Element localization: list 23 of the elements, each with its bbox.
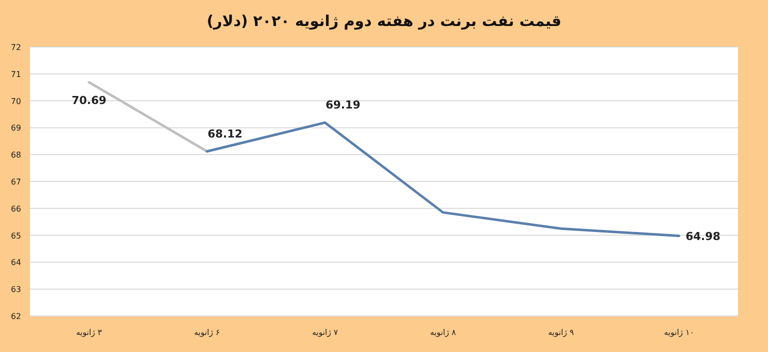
data-label: 69.19 [326,98,360,112]
line-series [206,121,680,238]
y-tick-label: 67 [10,178,22,186]
x-tick-label: ۳ ژانویه [76,328,103,337]
data-label: 64.98 [686,230,720,243]
y-tick-label: 62 [10,312,22,321]
x-tick-label: ۷ ژانویه [312,328,339,337]
data-label: 70.69 [72,94,106,108]
y-tick-label: 71 [10,70,22,79]
x-tick-label: ۱۰ ژانویه [664,328,694,337]
data-label: 68.12 [208,127,242,140]
x-tick-label: ۹ ژانویه [548,328,574,337]
chart-title: قیمت نفت برنت در هفته دوم ژانویه ۲۰۲۰ (دلار) [206,12,562,30]
y-tick-label: 66 [10,204,22,214]
y-tick-label: 69 [10,124,22,133]
y-tick-label: 64 [10,258,22,268]
x-tick-label: ۸ ژانویه [430,328,457,337]
y-tick-label: 68 [10,150,22,160]
y-tick-label: 63 [10,285,22,294]
x-tick-label: ۶ ژانویه [194,328,220,337]
y-tick-label: 72 [10,43,22,52]
y-tick-label: 65 [10,231,22,240]
y-tick-label: 70 [10,96,22,106]
